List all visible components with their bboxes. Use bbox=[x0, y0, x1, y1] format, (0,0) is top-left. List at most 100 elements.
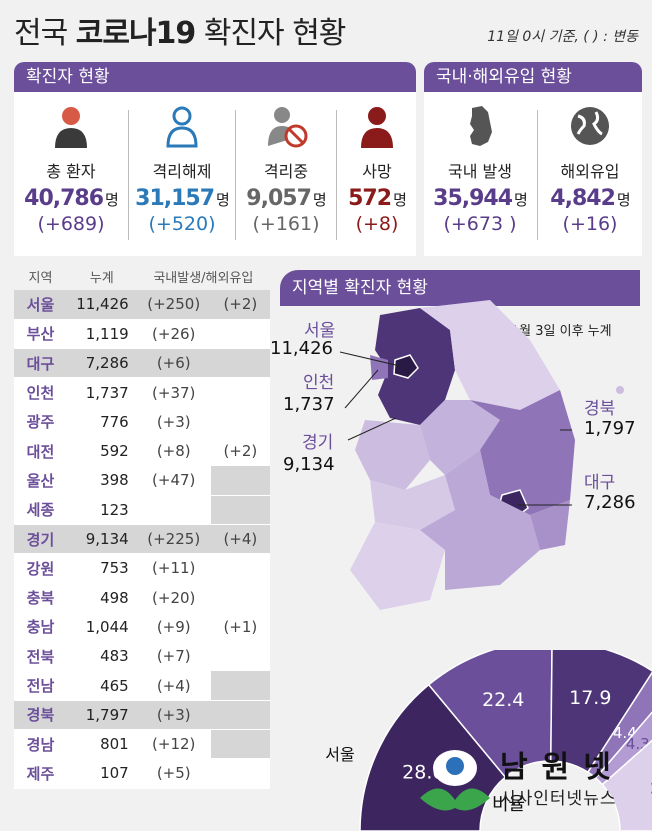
stat-unit: 명 bbox=[393, 191, 407, 209]
cell-total: 483 bbox=[66, 641, 137, 672]
title-part: 전국 bbox=[14, 16, 68, 51]
cell-region: 제주 bbox=[14, 758, 67, 789]
map-label-daegu: 대구 bbox=[584, 473, 616, 493]
chart-center-label: 비율 bbox=[492, 794, 525, 815]
cell-total: 7,286 bbox=[66, 348, 137, 379]
cell-domestic: (+26) bbox=[136, 319, 211, 350]
stat-change: (+673 ) bbox=[443, 213, 517, 235]
table-row: 울산 398 (+47) bbox=[14, 465, 270, 496]
map-value-daegu: 7,286 bbox=[584, 492, 636, 513]
cell-overseas bbox=[210, 700, 270, 730]
origin-panel: 국내·해외유입 현황 bbox=[424, 62, 642, 256]
col-header-region: 지역 bbox=[28, 270, 53, 286]
table-row: 전북 483 (+7) bbox=[14, 641, 270, 672]
stat-unit: 명 bbox=[312, 191, 327, 209]
slice-category-label: 서울 bbox=[325, 745, 354, 764]
cell-domestic bbox=[136, 495, 211, 525]
stat-domestic: 국내 발생 35,944 명 (+673 ) bbox=[424, 104, 536, 235]
map-region-chungbuk bbox=[420, 400, 500, 475]
cell-overseas bbox=[210, 465, 270, 496]
cell-total: 465 bbox=[66, 670, 137, 701]
stat-label: 사망 bbox=[362, 162, 392, 181]
cell-domestic: (+3) bbox=[136, 700, 211, 730]
stat-death: 사망 572 명 (+8) bbox=[338, 104, 416, 235]
map-region-jeonnam bbox=[350, 522, 445, 610]
cell-overseas bbox=[210, 407, 270, 437]
divider bbox=[537, 110, 538, 240]
cell-total: 801 bbox=[66, 729, 137, 760]
cell-region: 경기 bbox=[14, 524, 67, 555]
cell-domestic: (+3) bbox=[136, 407, 211, 437]
cell-total: 753 bbox=[66, 553, 137, 584]
table-row: 인천 1,737 (+37) bbox=[14, 377, 270, 408]
cell-total: 9,134 bbox=[66, 524, 137, 555]
divider bbox=[128, 110, 129, 240]
cell-region: 울산 bbox=[14, 465, 67, 496]
stat-released: 격리해제 31,157 명 (+520) bbox=[130, 104, 234, 235]
cell-domestic: (+4) bbox=[136, 670, 211, 701]
slice-value-label: 17.9 bbox=[569, 687, 611, 709]
cell-overseas bbox=[210, 348, 270, 379]
stat-number: 9,057 bbox=[246, 186, 312, 211]
stat-number: 31,157 bbox=[135, 186, 215, 211]
table-row: 부산 1,119 (+26) bbox=[14, 319, 270, 350]
cell-region: 인천 bbox=[14, 377, 67, 408]
map-value-gyeongbuk: 1,797 bbox=[584, 418, 636, 439]
stat-value: 572 명 bbox=[338, 186, 416, 211]
confirmed-header: 확진자 현황 bbox=[14, 62, 416, 92]
watermark-sub: 시사인터넷뉴스 bbox=[500, 789, 617, 809]
leader-line bbox=[344, 369, 379, 409]
map-value-gyeonggi: 9,134 bbox=[283, 454, 335, 475]
cell-overseas bbox=[210, 495, 270, 525]
map-value-seoul: 11,426 bbox=[270, 338, 333, 359]
stat-number: 4,842 bbox=[550, 186, 616, 211]
table-row: 경남 801 (+12) bbox=[14, 729, 270, 760]
stat-value: 31,157 명 bbox=[130, 186, 234, 211]
stat-unit: 명 bbox=[616, 191, 631, 209]
cell-domestic: (+5) bbox=[136, 758, 211, 789]
cell-overseas: (+2) bbox=[210, 436, 270, 467]
region-table-body: 서울 11,426 (+250) (+2) 부산 1,119 (+26) 대구 7,286 (+6… bbox=[14, 290, 270, 789]
col-header-total: 누계 bbox=[89, 270, 114, 286]
cell-total: 1,737 bbox=[66, 377, 137, 408]
basis-note: 11일 0시 기준, ( ) : 변동 bbox=[487, 29, 638, 45]
cell-overseas bbox=[210, 641, 270, 672]
pie-slice bbox=[550, 650, 652, 774]
table-row: 경북 1,797 (+3) bbox=[14, 700, 270, 730]
stat-value: 40,786 명 bbox=[14, 186, 128, 211]
globe-icon bbox=[568, 104, 612, 148]
stat-overseas: 해외유입 4,842 명 (+16) bbox=[538, 104, 642, 235]
stat-number: 40,786 bbox=[24, 186, 104, 211]
cell-domestic: (+37) bbox=[136, 377, 211, 408]
stat-change: (+520) bbox=[148, 213, 216, 235]
title-bold: 코로나19 bbox=[75, 16, 197, 51]
stat-value: 35,944 명 bbox=[424, 186, 536, 211]
table-row: 대전 592 (+8) (+2) bbox=[14, 436, 270, 467]
map-region-seoul bbox=[393, 354, 419, 379]
table-row: 세종 123 bbox=[14, 495, 270, 525]
cell-domestic: (+11) bbox=[136, 553, 211, 584]
leader-line bbox=[347, 417, 397, 441]
title-part: 확진자 현황 bbox=[203, 16, 347, 51]
cell-region: 충북 bbox=[14, 582, 67, 613]
cell-overseas bbox=[210, 319, 270, 350]
stat-value: 9,057 명 bbox=[237, 186, 335, 211]
cell-region: 부산 bbox=[14, 319, 67, 350]
stat-change: (+689) bbox=[37, 213, 105, 235]
cell-domestic: (+6) bbox=[136, 348, 211, 379]
leader-line bbox=[339, 351, 401, 367]
stat-label: 해외유입 bbox=[560, 162, 620, 181]
table-row: 전남 465 (+4) bbox=[14, 670, 270, 701]
stat-total: 총 환자 40,786 명 (+689) bbox=[14, 104, 128, 235]
table-row: 강원 753 (+11) bbox=[14, 553, 270, 584]
cell-total: 1,797 bbox=[66, 700, 137, 730]
origin-header: 국내·해외유입 현황 bbox=[424, 62, 642, 92]
map-region-gyeongbuk bbox=[470, 390, 575, 515]
stat-change: (+16) bbox=[562, 213, 618, 235]
cell-overseas bbox=[210, 670, 270, 701]
cell-overseas bbox=[210, 377, 270, 408]
cell-region: 전남 bbox=[14, 670, 67, 701]
watermark-logo bbox=[410, 738, 500, 822]
cell-region: 서울 bbox=[14, 290, 67, 320]
map-region-jeonbuk bbox=[370, 475, 455, 530]
